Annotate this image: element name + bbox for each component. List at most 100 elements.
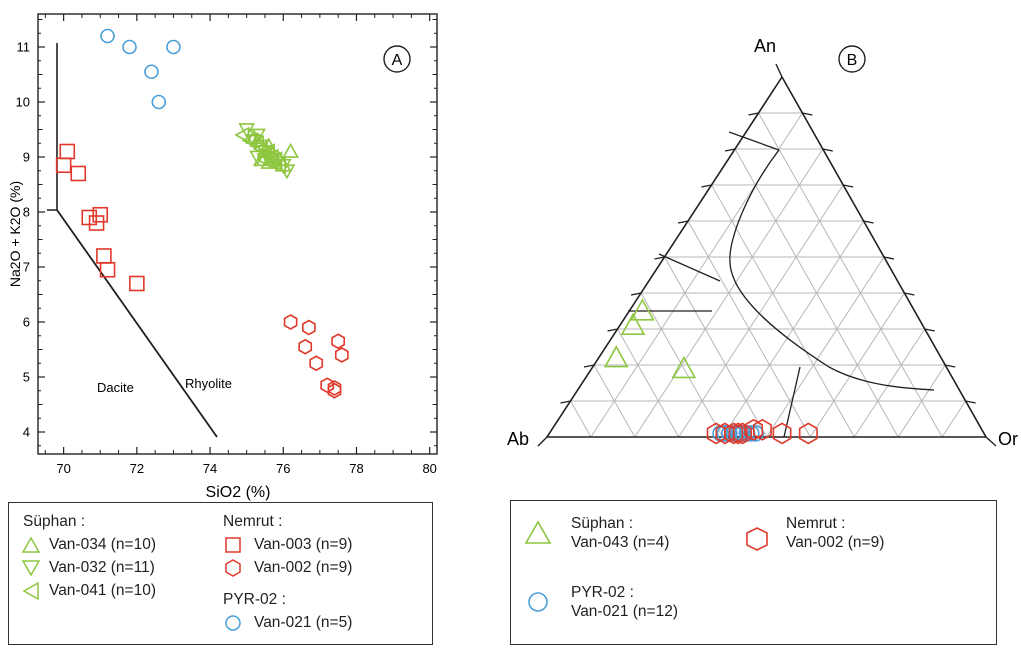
ternary-grid-line	[678, 184, 844, 438]
data-point-square	[70, 165, 87, 182]
ternary-grid-line	[758, 112, 943, 438]
data-point-triangle-left	[256, 151, 272, 169]
data-point-circle	[100, 28, 115, 44]
legend-a-group-title-nemrut: Nemrut :	[223, 513, 283, 530]
legend-a-group-title-pyr02: PYR-02 :	[223, 591, 286, 608]
data-point-hexagon	[733, 422, 752, 445]
data-point-hexagon	[334, 347, 349, 363]
legend-a-item-van-002: Van-002 (n=9)	[254, 559, 353, 576]
data-point-triangle-down	[249, 128, 266, 144]
ternary-edge-tick	[924, 328, 935, 332]
legend-a-item-van-032: Van-032 (n=11)	[49, 559, 155, 576]
data-point-triangle-up	[620, 312, 646, 336]
legend-a-item-van-041: Van-041 (n=10)	[49, 582, 156, 599]
legend-b-group-title-suphan: Süphan :	[571, 515, 634, 532]
data-point-circle	[742, 425, 760, 442]
legend-hexagon-icon	[225, 559, 241, 577]
legend-triangle-up-icon	[21, 536, 41, 553]
legend-a: Süphan : Van-034 (n=10) Van-032 (n=11) V…	[8, 502, 433, 645]
y-tick-label: 4	[23, 425, 30, 440]
data-point-square	[59, 143, 76, 160]
data-point-circle	[747, 425, 764, 442]
data-point-hexagon	[752, 418, 772, 441]
apex-label-an: An	[754, 36, 776, 56]
data-point-triangle-up	[282, 142, 299, 158]
legend-b-group-title-pyr02: PYR-02 :	[571, 584, 634, 601]
y-tick-label: 10	[16, 95, 30, 110]
panel-b-badge	[838, 45, 866, 73]
data-point-triangle-up	[603, 345, 629, 368]
data-point-hexagon	[283, 314, 298, 330]
data-point-hexagon	[327, 380, 342, 396]
legend-square-icon	[225, 537, 241, 553]
data-point-circle	[144, 64, 159, 80]
legend-circle-icon	[528, 592, 548, 612]
x-tick-label: 78	[349, 461, 363, 476]
legend-circle-icon	[225, 615, 241, 631]
y-tick-label: 6	[23, 315, 30, 330]
data-point-hexagon	[798, 422, 818, 445]
data-point-square	[99, 261, 116, 278]
data-point-triangle-left	[234, 126, 250, 144]
x-tick-label: 72	[130, 461, 144, 476]
apex-label-or: Or	[998, 429, 1018, 449]
field-label-dacite: Dacite	[97, 380, 134, 395]
x-tick-label: 70	[56, 461, 70, 476]
data-point-hexagon	[309, 355, 324, 372]
ternary-axes	[537, 63, 997, 447]
ternary-grid-line	[809, 292, 905, 438]
field-label-rhyolite: Rhyolite	[185, 376, 232, 391]
legend-hexagon-icon	[746, 527, 768, 551]
ternary-edge-tick	[802, 112, 813, 116]
panel-a-label: A	[392, 52, 403, 69]
data-point-hexagon	[772, 422, 792, 445]
data-point-triangle-left	[270, 156, 286, 174]
ternary-apex-tick	[537, 436, 548, 447]
ternary-edge-tick	[965, 400, 976, 404]
legend-triangle-left-icon	[22, 581, 39, 601]
x-tick-label: 76	[276, 461, 290, 476]
data-point-hexagon	[327, 382, 342, 399]
ternary-edge-tick	[560, 400, 571, 404]
legend-a-item-van-003: Van-003 (n=9)	[254, 536, 353, 553]
ternary-edge-tick	[724, 148, 736, 152]
y-tick-label: 8	[23, 205, 30, 220]
ternary-edge-tick	[677, 220, 689, 224]
data-point-square	[88, 215, 105, 231]
data-point-hexagon	[302, 319, 316, 336]
ternary-boundary-line	[728, 131, 780, 151]
plot-b-data-points	[603, 298, 818, 445]
x-tick-label: 74	[203, 461, 217, 476]
data-point-triangle-up	[671, 355, 697, 379]
data-point-circle	[166, 39, 181, 55]
plot-a-ticks	[38, 14, 437, 454]
y-tick-label: 11	[17, 40, 31, 55]
legend-b: Süphan : Van-043 (n=4) Nemrut : Van-002 …	[510, 500, 997, 645]
ternary-edge-tick	[701, 184, 712, 188]
ternary-grid-line	[570, 400, 592, 438]
legend-a-group-title-suphan: Süphan :	[23, 513, 86, 530]
y-tick-label: 7	[23, 260, 30, 275]
y-tick-label: 5	[23, 370, 30, 385]
ternary-grid-line	[711, 184, 855, 438]
x-tick-label: 80	[422, 461, 436, 476]
legend-b-item-van-043: Van-043 (n=4)	[571, 534, 670, 551]
x-axis-label: SiO2 (%)	[206, 484, 271, 501]
ternary-solvus-curve	[729, 149, 935, 391]
y-tick-label: 9	[23, 150, 30, 165]
panel-b: An Ab Or B	[507, 36, 1018, 449]
panel-a-badge	[383, 45, 411, 73]
legend-triangle-up-icon	[524, 520, 552, 544]
ternary-edge-tick	[748, 112, 759, 116]
ternary-edge-tick	[863, 220, 874, 224]
apex-label-ab: Ab	[507, 429, 529, 449]
alkali-boundary-line	[47, 43, 58, 211]
ternary-grid-line	[941, 400, 967, 438]
data-point-triangle-up	[630, 298, 655, 321]
data-point-hexagon	[724, 422, 744, 445]
ternary-grid-line	[617, 328, 680, 438]
data-point-circle	[122, 39, 137, 55]
